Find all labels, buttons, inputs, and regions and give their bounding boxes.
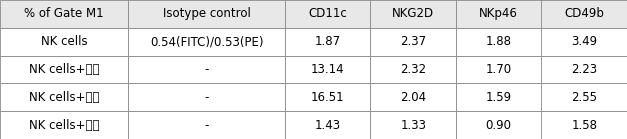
Bar (371, 56, 456, 83)
Text: 0.90: 0.90 (486, 119, 512, 132)
Text: 1.58: 1.58 (571, 119, 598, 132)
Bar (285, 0, 371, 28)
Text: 1.88: 1.88 (486, 35, 512, 48)
Text: NKG2D: NKG2D (392, 7, 435, 20)
Text: 2.23: 2.23 (571, 63, 598, 76)
Bar (0, 0, 129, 28)
Text: 1.33: 1.33 (400, 119, 426, 132)
Bar (371, 28, 456, 56)
Text: 2.37: 2.37 (400, 35, 426, 48)
Bar (371, 0, 456, 28)
Text: 1.87: 1.87 (315, 35, 341, 48)
Bar (0, 111, 129, 139)
Text: 3.49: 3.49 (571, 35, 598, 48)
Bar (371, 83, 456, 111)
Text: NK cells+자영: NK cells+자영 (29, 119, 99, 132)
Bar (285, 111, 371, 139)
Bar (285, 83, 371, 111)
Text: % of Gate M1: % of Gate M1 (24, 7, 104, 20)
Bar (129, 28, 285, 56)
Text: -: - (204, 63, 209, 76)
Bar (456, 111, 542, 139)
Bar (542, 83, 627, 111)
Text: 1.59: 1.59 (486, 91, 512, 104)
Bar (0, 56, 129, 83)
Bar (285, 28, 371, 56)
Bar (129, 0, 285, 28)
Bar (542, 56, 627, 83)
Text: 2.32: 2.32 (400, 63, 426, 76)
Bar (456, 83, 542, 111)
Text: NKp46: NKp46 (479, 7, 518, 20)
Bar (129, 111, 285, 139)
Text: 2.04: 2.04 (400, 91, 426, 104)
Text: NK cells+서홍: NK cells+서홍 (29, 91, 99, 104)
Text: 0.54(FITC)/0.53(PE): 0.54(FITC)/0.53(PE) (150, 35, 263, 48)
Bar (285, 56, 371, 83)
Text: Isotype control: Isotype control (162, 7, 251, 20)
Bar (456, 56, 542, 83)
Text: 13.14: 13.14 (311, 63, 345, 76)
Text: 1.70: 1.70 (486, 63, 512, 76)
Text: NK cells+수미: NK cells+수미 (29, 63, 99, 76)
Bar (542, 28, 627, 56)
Text: -: - (204, 119, 209, 132)
Bar (129, 83, 285, 111)
Bar (371, 111, 456, 139)
Bar (456, 28, 542, 56)
Bar (129, 56, 285, 83)
Bar (0, 28, 129, 56)
Bar (0, 83, 129, 111)
Bar (542, 0, 627, 28)
Text: CD11c: CD11c (308, 7, 347, 20)
Bar (456, 0, 542, 28)
Text: 1.43: 1.43 (315, 119, 341, 132)
Text: -: - (204, 91, 209, 104)
Bar (542, 111, 627, 139)
Text: 2.55: 2.55 (571, 91, 598, 104)
Text: NK cells: NK cells (41, 35, 87, 48)
Text: CD49b: CD49b (564, 7, 604, 20)
Text: 16.51: 16.51 (311, 91, 345, 104)
